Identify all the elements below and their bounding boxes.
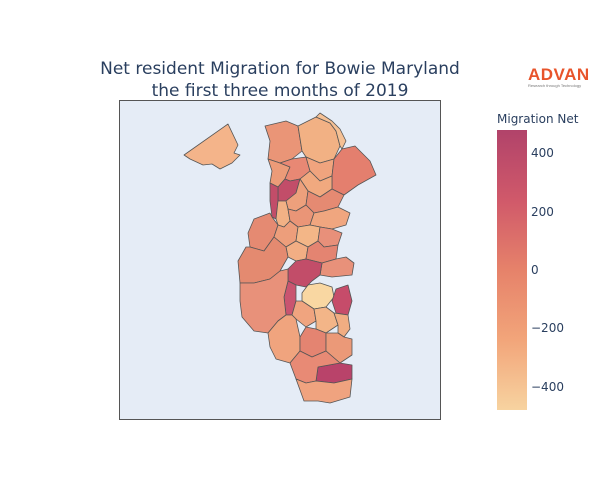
tract-high-3[interactable] xyxy=(287,258,323,288)
choropleth-map[interactable] xyxy=(119,100,441,420)
logo-text: ADVAN xyxy=(528,65,590,84)
colorbar-ticks: 400 200 0 −200 −400 xyxy=(531,146,564,394)
tract-east-1[interactable] xyxy=(319,256,355,278)
map-canvas xyxy=(183,112,377,404)
tract-sc-2[interactable] xyxy=(313,306,339,334)
logo-tagline: Research through Technology xyxy=(528,83,582,88)
colorbar xyxy=(497,130,527,410)
tract-west-mid[interactable] xyxy=(239,268,289,334)
tract-northwest-detached[interactable] xyxy=(183,123,241,170)
map-title: Net resident Migration for Bowie Marylan… xyxy=(70,58,490,102)
tract-central-3[interactable] xyxy=(317,226,343,248)
colorbar-title: Migration Net xyxy=(497,112,579,126)
advan-logo: ADVAN Research through Technology xyxy=(528,66,594,88)
tract-south-4[interactable] xyxy=(295,378,353,404)
tract-north-1[interactable] xyxy=(264,120,303,164)
tract-high-5[interactable] xyxy=(331,284,353,316)
map-title-line2: the first three months of 2019 xyxy=(151,81,409,101)
map-title-line1: Net resident Migration for Bowie Marylan… xyxy=(100,59,460,79)
tract-northeast-1[interactable] xyxy=(331,145,377,196)
tract-north-3[interactable] xyxy=(315,112,347,150)
tract-west-large[interactable] xyxy=(237,236,289,284)
